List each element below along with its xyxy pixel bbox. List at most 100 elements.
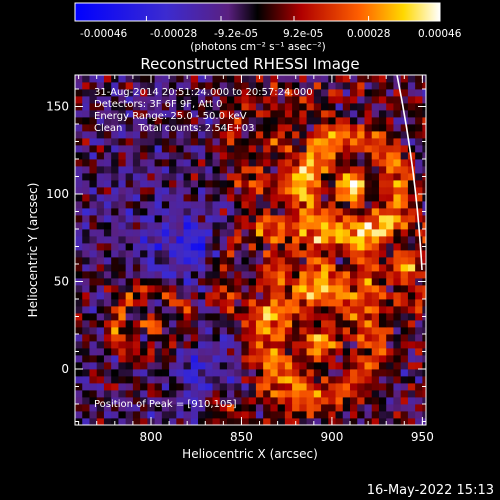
heatmap-cell (321, 243, 329, 251)
heatmap-cell (198, 376, 206, 384)
heatmap-cell (378, 390, 387, 398)
heatmap-cell (75, 145, 83, 153)
heatmap-cell (371, 271, 380, 279)
heatmap-cell (147, 215, 156, 223)
heatmap-cell (140, 110, 148, 118)
heatmap-cell (140, 96, 148, 104)
heatmap-cell (234, 187, 242, 195)
heatmap-cell (161, 418, 170, 425)
heatmap-cell (371, 285, 380, 293)
heatmap-cell (415, 390, 423, 398)
heatmap-cell (82, 145, 90, 153)
heatmap-cell (357, 271, 365, 279)
heatmap-cell (169, 152, 177, 160)
heatmap-cell (270, 404, 279, 412)
colorbar-unit-label: (photons cm⁻² s⁻¹ asec⁻²) (190, 41, 325, 53)
heatmap-cell (292, 355, 300, 363)
heatmap-cell (205, 278, 213, 286)
heatmap-cell (147, 313, 156, 321)
heatmap-cell (212, 292, 221, 300)
heatmap-cell (357, 138, 365, 146)
heatmap-cell (169, 369, 177, 377)
heatmap-cell (140, 215, 148, 223)
heatmap-cell (371, 278, 380, 286)
heatmap-cell (96, 208, 105, 216)
heatmap-cell (140, 411, 148, 419)
heatmap-cell (89, 243, 98, 251)
heatmap-cell (212, 173, 221, 181)
heatmap-cell (321, 110, 329, 118)
heatmap-cell (407, 166, 416, 174)
heatmap-cell (350, 145, 358, 153)
heatmap-cell (103, 194, 112, 202)
heatmap-cell (270, 383, 279, 391)
heatmap-cell (198, 166, 206, 174)
heatmap-cell (241, 257, 250, 265)
heatmap-cell (132, 222, 141, 230)
heatmap-cell (328, 117, 336, 125)
heatmap-cell (161, 390, 170, 398)
heatmap-cell (299, 236, 307, 244)
heatmap-cell (342, 159, 351, 167)
heatmap-cell (125, 397, 134, 405)
heatmap-cell (154, 138, 163, 146)
heatmap-cell (248, 229, 257, 237)
heatmap-cell (190, 236, 199, 244)
heatmap-cell (422, 411, 426, 419)
heatmap-cell (190, 250, 199, 258)
heatmap-cell (393, 131, 402, 139)
heatmap-cell (313, 180, 322, 188)
heatmap-cell (205, 369, 213, 377)
heatmap-cell (75, 355, 83, 363)
heatmap-cell (89, 82, 98, 90)
heatmap-cell (248, 187, 257, 195)
heatmap-cell (270, 390, 279, 398)
heatmap-cell (154, 355, 163, 363)
heatmap-cell (255, 327, 264, 335)
heatmap-cell (132, 173, 141, 181)
heatmap-cell (140, 285, 148, 293)
heatmap-cell (219, 131, 228, 139)
heatmap-cell (378, 222, 387, 230)
heatmap-cell (132, 215, 141, 223)
heatmap-cell (342, 236, 351, 244)
heatmap-cell (125, 159, 134, 167)
heatmap-cell (205, 117, 213, 125)
heatmap-cell (103, 369, 112, 377)
heatmap-cell (96, 383, 105, 391)
heatmap-cell (96, 292, 105, 300)
heatmap-cell (292, 383, 300, 391)
heatmap-cell (212, 285, 221, 293)
heatmap-cell (306, 383, 315, 391)
heatmap-cell (205, 250, 213, 258)
heatmap-cell (234, 180, 242, 188)
heatmap-cell (299, 173, 307, 181)
heatmap-cell (75, 369, 83, 377)
heatmap-cell (198, 243, 206, 251)
heatmap-cell (306, 264, 315, 272)
heatmap-cell (306, 355, 315, 363)
heatmap-cell (415, 376, 423, 384)
heatmap-cell (111, 257, 119, 265)
heatmap-cell (190, 278, 199, 286)
heatmap-cell (270, 215, 279, 223)
heatmap-cell (299, 124, 307, 132)
heatmap-cell (270, 145, 279, 153)
heatmap-cell (321, 103, 329, 111)
heatmap-cell (270, 397, 279, 405)
heatmap-cell (154, 96, 163, 104)
heatmap-cell (393, 145, 402, 153)
heatmap-cell (111, 159, 119, 167)
heatmap-cell (176, 355, 184, 363)
heatmap-cell (198, 201, 206, 209)
heatmap-cell (190, 82, 199, 90)
heatmap-cell (386, 166, 394, 174)
heatmap-cell (306, 390, 315, 398)
heatmap-cell (212, 82, 221, 90)
heatmap-cell (415, 159, 423, 167)
heatmap-cell (386, 215, 394, 223)
heatmap-cell (407, 327, 416, 335)
heatmap-cell (422, 397, 426, 405)
heatmap-cell (313, 334, 322, 342)
heatmap-cell (371, 397, 380, 405)
